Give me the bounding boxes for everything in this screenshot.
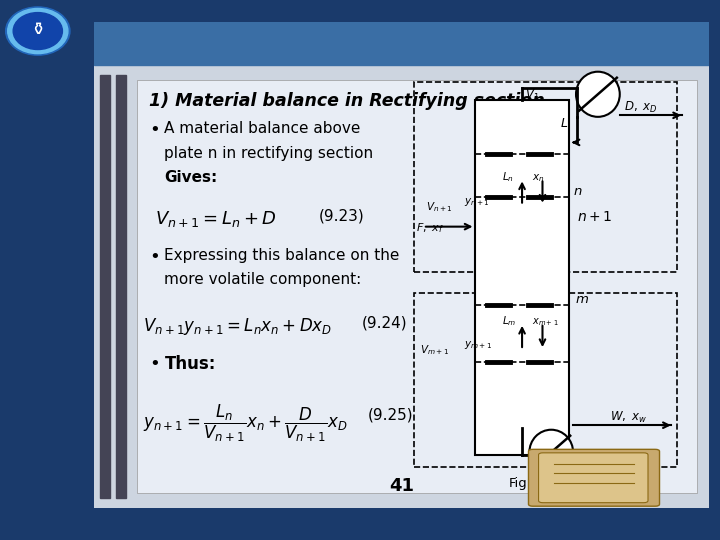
Bar xyxy=(414,293,677,467)
Text: $y_{n+1} = \dfrac{L_n}{V_{n+1}}x_n + \dfrac{D}{V_{n+1}}x_D$: $y_{n+1} = \dfrac{L_n}{V_{n+1}}x_n + \df… xyxy=(143,403,348,444)
FancyBboxPatch shape xyxy=(528,449,660,506)
Text: Thus:: Thus: xyxy=(164,354,216,373)
Circle shape xyxy=(529,430,573,475)
Text: $D,\ x_D$: $D,\ x_D$ xyxy=(624,100,658,115)
Text: (9.23): (9.23) xyxy=(318,209,364,224)
Text: $F,\ x_f$: $F,\ x_f$ xyxy=(415,221,444,235)
Text: (9.25): (9.25) xyxy=(367,408,413,423)
Bar xyxy=(116,75,125,498)
Text: •: • xyxy=(149,122,160,139)
Text: 41: 41 xyxy=(389,477,414,496)
Text: •: • xyxy=(149,354,160,373)
Bar xyxy=(475,100,569,455)
FancyBboxPatch shape xyxy=(539,453,648,503)
Text: A material balance above: A material balance above xyxy=(164,122,361,136)
Text: $L_m$: $L_m$ xyxy=(502,314,516,328)
Text: Expressing this balance on the: Expressing this balance on the xyxy=(164,247,400,262)
Text: $y_{n+1}$: $y_{n+1}$ xyxy=(464,196,490,208)
Text: $L$: $L$ xyxy=(560,117,568,130)
Text: $y_{m+1}$: $y_{m+1}$ xyxy=(464,339,492,351)
Text: (9.24): (9.24) xyxy=(361,315,407,330)
Bar xyxy=(94,22,709,65)
Circle shape xyxy=(8,9,68,53)
Text: $L_n$: $L_n$ xyxy=(502,170,513,184)
Text: $V_{n+1} = L_n + D$: $V_{n+1} = L_n + D$ xyxy=(156,209,277,229)
Text: 1) Material balance in Rectifying section: 1) Material balance in Rectifying sectio… xyxy=(149,92,545,110)
Text: $n+1$: $n+1$ xyxy=(577,210,613,224)
Text: $V_{m+1}$: $V_{m+1}$ xyxy=(420,343,449,357)
Text: $V_{n+1}y_{n+1} = L_nx_n + Dx_D$: $V_{n+1}y_{n+1} = L_nx_n + Dx_D$ xyxy=(143,315,332,336)
Text: plate n in rectifying section: plate n in rectifying section xyxy=(164,146,374,160)
Bar xyxy=(100,75,109,498)
Bar xyxy=(414,82,677,272)
Text: $x_n$: $x_n$ xyxy=(532,172,545,184)
FancyBboxPatch shape xyxy=(137,80,697,493)
Text: $x_{m+1}$: $x_{m+1}$ xyxy=(532,316,559,328)
Circle shape xyxy=(6,7,70,55)
Circle shape xyxy=(13,12,63,50)
Circle shape xyxy=(576,72,620,117)
Text: $m$: $m$ xyxy=(575,293,588,306)
Text: ⚱: ⚱ xyxy=(30,21,45,39)
Text: $n$: $n$ xyxy=(573,185,582,198)
Text: $V_{n+1}$: $V_{n+1}$ xyxy=(426,200,452,214)
Text: $V_1$: $V_1$ xyxy=(525,88,539,103)
Text: more volatile component:: more volatile component: xyxy=(164,272,361,287)
Text: Fig.9.8: Fig.9.8 xyxy=(509,477,553,490)
Text: •: • xyxy=(149,247,160,266)
Text: $W,\ x_w$: $W,\ x_w$ xyxy=(610,410,647,425)
Text: Gives:: Gives: xyxy=(164,170,217,185)
